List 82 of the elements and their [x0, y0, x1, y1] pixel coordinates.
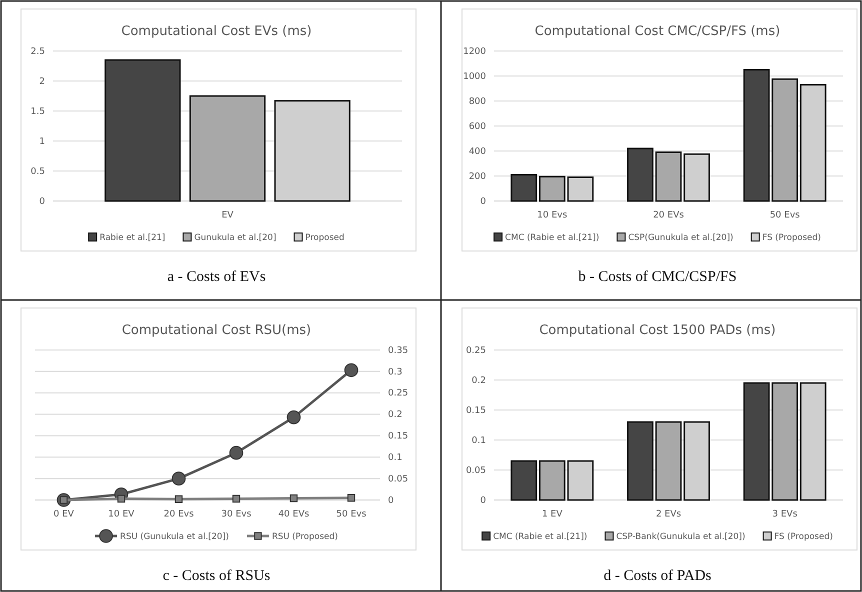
legend-label: CSP-Bank(Gunukula et al.[20]) [616, 532, 746, 542]
x-tick-label: 10 EV [108, 509, 136, 520]
y-tick-label: 600 [468, 122, 486, 132]
point [344, 363, 358, 378]
x-tick-label: EV [222, 210, 234, 220]
y2-tick-label: 0.2 [388, 410, 402, 420]
x-tick-label: 20 EVs [653, 210, 684, 220]
x-tick-label: 3 EVs [772, 509, 798, 520]
bar [538, 176, 566, 202]
x-tick-label: 2 EVs [656, 509, 682, 520]
bar [655, 421, 682, 501]
y2-tick-label: 0.15 [388, 432, 408, 442]
y-tick-label: 1.5 [30, 106, 45, 117]
text: a - Costs of EVs [167, 269, 266, 285]
y-tick-label: 200 [468, 172, 486, 182]
bar [538, 460, 566, 501]
point [286, 410, 301, 424]
bar [743, 382, 770, 501]
legend-label: CSP(Gunukula et al.[20]) [628, 233, 734, 243]
text: c - Costs of RSUs [162, 568, 270, 584]
x-tick-label: 40 EVs [278, 509, 310, 520]
y2-tick-label: 0.35 [388, 346, 408, 356]
bar [104, 59, 181, 202]
text: d - Costs of PADs [604, 568, 712, 584]
legend-label: FS (Proposed) [774, 532, 833, 542]
chart-title: Computational Cost 1500 PADs (ms) [539, 323, 776, 338]
y-tick-label: 0.25 [466, 346, 486, 356]
y-tick-label: 1200 [463, 46, 486, 57]
bar [189, 95, 266, 202]
y-tick-label: 400 [468, 146, 486, 157]
bar [627, 148, 654, 202]
y-tick-label: 0 [39, 196, 46, 207]
bar [510, 460, 538, 501]
y2-tick-label: 0.3 [388, 367, 402, 378]
legend-label: Rabie et al.[21] [100, 233, 166, 243]
legend-label: RSU (Gunukula et al.[20]) [120, 532, 229, 542]
chart-title: Computational Cost RSU(ms) [122, 323, 312, 338]
x-tick-label: 50 Evs [336, 509, 367, 520]
x-tick-label: 30 Evs [221, 509, 252, 520]
point [290, 494, 298, 502]
y-tick-label: 0 [480, 196, 486, 207]
legend-label: CMC (Rabie et al.[21]) [505, 233, 600, 243]
y2-tick-label: 0.05 [388, 474, 408, 484]
text: b - Costs of CMC/CSP/FS [578, 269, 737, 285]
bar [743, 69, 770, 202]
y-tick-label: 0.05 [466, 466, 486, 476]
x-tick-label: 10 Evs [537, 210, 568, 220]
y-tick-label: 0.2 [472, 376, 486, 386]
y-tick-label: 0.15 [466, 406, 486, 416]
y-tick-label: 1 [39, 136, 45, 147]
chart-title: Computational Cost CMC/CSP/FS (ms) [534, 24, 780, 39]
legend-label: CMC (Rabie et al.[21]) [493, 532, 588, 542]
x-tick-label: 0 EV [54, 509, 75, 520]
y2-tick-label: 0.1 [388, 453, 402, 464]
legend-label: Proposed [305, 233, 344, 243]
point [347, 494, 356, 502]
bar [772, 78, 798, 202]
bar [772, 382, 798, 501]
bar [655, 152, 682, 202]
y2-tick-label: 0 [388, 496, 394, 506]
point [172, 472, 186, 486]
x-tick-label: 1 EV [542, 509, 564, 520]
y-tick-label: 0 [480, 496, 486, 506]
point [232, 494, 240, 503]
point [174, 495, 183, 503]
x-tick-label: 50 Evs [770, 210, 800, 220]
y2-tick-label: 0.25 [388, 388, 408, 399]
bar [627, 421, 654, 501]
point [117, 494, 126, 503]
y-tick-label: 0.5 [30, 166, 45, 177]
chart-title: Computational Cost EVs (ms) [121, 24, 312, 39]
y-tick-label: 2 [39, 76, 45, 87]
point [229, 446, 244, 460]
y-tick-label: 1000 [463, 72, 486, 82]
legend-label: Gunukula et al.[20] [194, 233, 276, 243]
y-tick-label: 2.5 [30, 46, 45, 57]
bar [510, 174, 538, 202]
x-tick-label: 20 Evs [164, 509, 194, 520]
y-tick-label: 800 [468, 96, 486, 107]
y-tick-label: 0.1 [472, 436, 486, 446]
legend-label: FS (Proposed) [762, 233, 821, 243]
legend-label: RSU (Proposed) [272, 532, 338, 542]
